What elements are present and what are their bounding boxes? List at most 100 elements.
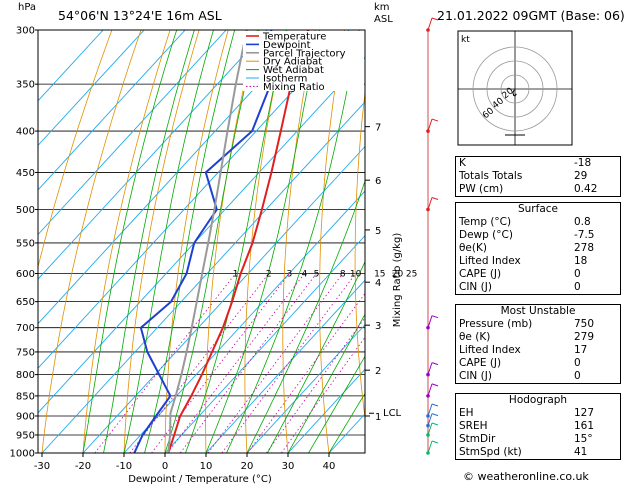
dry-adiabat-line xyxy=(123,30,200,453)
location-header: 54°06'N 13°24'E 16m ASL xyxy=(58,8,222,23)
height-tick-label: 5 xyxy=(375,226,381,237)
temperature-tick-label: 10 xyxy=(200,461,213,472)
wet-adiabat-line xyxy=(103,30,195,453)
plot-frame xyxy=(37,29,366,454)
temperature-tick-label: 30 xyxy=(282,461,295,472)
table-row: SREH 161 xyxy=(456,420,620,433)
table-row: StmSpd (kt) 41 xyxy=(456,446,620,459)
isotherm-line xyxy=(82,145,365,453)
table-row-value: 127 xyxy=(574,407,595,419)
table-row-value: 15° xyxy=(574,433,593,445)
table-row-value: 0 xyxy=(574,357,581,369)
mixing-ratio-label: 10 xyxy=(350,270,362,280)
wind-barb-flag xyxy=(431,315,439,319)
wind-barb-flag xyxy=(431,422,439,426)
temperature-tick-label: 40 xyxy=(323,461,336,472)
pressure-tick-label: 300 xyxy=(16,26,35,37)
wind-barb-dot xyxy=(426,433,430,437)
temperature-tick-label: 20 xyxy=(241,461,254,472)
mixing-ratio-line xyxy=(266,317,365,453)
temperature-tick-label: -10 xyxy=(116,461,132,472)
mixing-ratio-label: 8 xyxy=(340,270,346,280)
mixing-ratio-label: 15 xyxy=(374,270,385,280)
table-row: θe(K) 278 xyxy=(456,242,620,255)
lcl-label: LCL xyxy=(383,408,402,419)
legend-entry: Parcel Trajectory xyxy=(263,48,346,59)
datetime-header: 21.01.2022 09GMT (Base: 06) xyxy=(437,8,625,23)
table-row-value: 0.42 xyxy=(574,183,598,195)
table-row-label: StmSpd (kt) xyxy=(459,446,522,458)
table-row-label: CIN (J) xyxy=(459,370,492,382)
dry-adiabat-line xyxy=(354,89,365,421)
table-row: Lifted Index 17 xyxy=(456,344,620,357)
isotherm-line xyxy=(164,234,365,453)
table-row: Temp (°C) 0.8 xyxy=(456,216,620,229)
table-row-label: SREH xyxy=(459,420,488,432)
wet-adiabat-line xyxy=(144,30,236,453)
pressure-tick-label: 450 xyxy=(16,168,35,179)
wind-barb-flag xyxy=(431,403,439,407)
table-row: CAPE (J) 0 xyxy=(456,357,620,370)
height-unit-km: km xyxy=(374,2,390,13)
legend-entry: Isotherm xyxy=(263,74,307,85)
table-row-value: 0 xyxy=(574,268,581,280)
x-axis-label: Dewpoint / Temperature (°C) xyxy=(128,474,272,485)
pressure-tick-label: 1000 xyxy=(10,449,35,460)
table-row-label: CIN (J) xyxy=(459,281,492,293)
pressure-tick-label: 550 xyxy=(16,238,35,249)
table-row-label: Totals Totals xyxy=(459,170,523,182)
pressure-tick-label: 400 xyxy=(16,127,35,138)
table-row: θe (K) 279 xyxy=(456,331,620,344)
isotherm-line xyxy=(38,30,350,369)
wind-barb-shaft xyxy=(427,197,433,210)
legend-entry: Mixing Ratio xyxy=(263,82,325,93)
surface-table: Surface Temp (°C) 0.8 Dewp (°C) -7.5 θe(K) 278… xyxy=(455,202,621,295)
table-row-label: K xyxy=(459,157,466,169)
table-row-value: 0 xyxy=(574,281,581,293)
wind-barb-shaft xyxy=(427,118,433,132)
background-lines xyxy=(38,30,365,453)
wind-barb-shaft xyxy=(427,422,433,436)
mixing-ratio-line xyxy=(247,292,365,453)
table-row: StmDir 15° xyxy=(456,433,620,446)
wind-barb-flag xyxy=(431,118,439,122)
pressure-tick-label: 650 xyxy=(16,297,35,308)
parcel-trajectory-line xyxy=(167,30,248,453)
legend-background xyxy=(243,31,364,91)
table-row: CAPE (J) 0 xyxy=(456,268,620,281)
wet-adiabat-line xyxy=(267,260,365,453)
mixing-ratio-line xyxy=(167,273,305,453)
height-tick-label: 1 xyxy=(375,412,381,423)
mixing-ratio-label: 4 xyxy=(302,270,308,280)
table-row-value: 0 xyxy=(574,370,581,382)
hodograph-ring xyxy=(472,46,558,132)
isotherm-line xyxy=(246,324,365,453)
mixing-ratio-label: 25 xyxy=(406,270,417,280)
axes: 1 2 3 4 5 8 10 15 20 2530035040045050055060065070… xyxy=(10,26,418,473)
table-row-value: 41 xyxy=(574,446,588,458)
table-row: Totals Totals 29 xyxy=(456,170,620,183)
wet-adiabat-line xyxy=(205,30,320,453)
dry-adiabat-line xyxy=(38,30,113,269)
isotherm-line xyxy=(205,279,365,453)
table-row-label: EH xyxy=(459,407,474,419)
pressure-tick-label: 900 xyxy=(16,411,35,422)
table-row-label: PW (cm) xyxy=(459,183,504,195)
hodograph-ring xyxy=(486,60,544,118)
mixing-ratio-label: 20 xyxy=(392,270,404,280)
dry-adiabat-line xyxy=(82,30,171,453)
isotherm-line xyxy=(41,101,365,453)
dry-adiabat-line xyxy=(164,30,229,453)
table-row-label: Temp (°C) xyxy=(459,216,512,228)
pressure-tick-label: 350 xyxy=(16,80,35,91)
table-row-value: 29 xyxy=(574,170,588,182)
table-row-value: 0.8 xyxy=(574,216,591,228)
wet-adiabat-line xyxy=(287,313,365,453)
temperature-tick-label: -30 xyxy=(34,461,50,472)
wet-adiabat-line xyxy=(164,30,260,453)
hodograph-table: Hodograph EH 127 SREH 161 StmDir 15° StmSpd (kt… xyxy=(455,393,621,460)
dry-adiabat-line xyxy=(41,30,142,453)
hodograph-trace xyxy=(512,89,517,97)
